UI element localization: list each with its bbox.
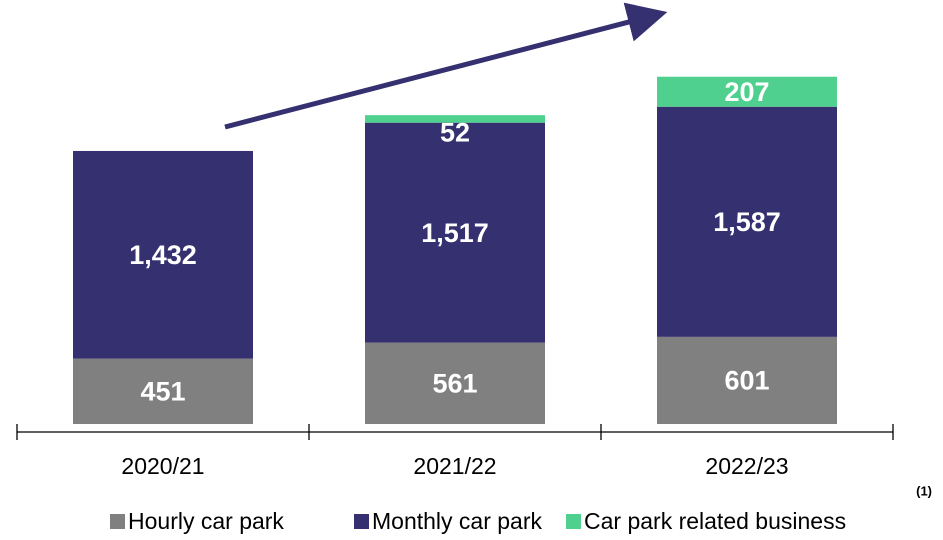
data-label: 451 <box>140 376 185 406</box>
x-tick-label: 2021/22 <box>413 453 496 479</box>
trend-arrow <box>224 2 668 130</box>
bar-segment <box>365 122 545 343</box>
data-label: 52 <box>440 117 470 147</box>
bar-segment <box>657 336 837 424</box>
bar-segment <box>73 358 253 424</box>
legend-label: Car park related business <box>584 508 846 534</box>
data-label: 601 <box>724 366 769 396</box>
data-label: 561 <box>432 368 477 398</box>
bar-segment <box>657 76 837 107</box>
legend-swatch <box>566 514 581 529</box>
x-tick-label: 2020/21 <box>121 453 204 479</box>
data-label: 207 <box>724 77 769 107</box>
legend-label: Hourly car park <box>128 508 284 534</box>
legend-note: (1) <box>916 483 932 498</box>
bar-segment <box>365 342 545 424</box>
legend-label: Monthly car park <box>372 508 543 534</box>
bar-segment <box>365 115 545 123</box>
x-tick-label: 2022/23 <box>705 453 788 479</box>
data-label: 1,517 <box>421 218 489 248</box>
bar-segment <box>657 106 837 337</box>
legend-swatch <box>354 514 369 529</box>
bar-segment <box>73 150 253 359</box>
data-label: 1,432 <box>129 240 197 270</box>
legend-swatch <box>110 514 125 529</box>
data-label: 1,587 <box>713 207 781 237</box>
